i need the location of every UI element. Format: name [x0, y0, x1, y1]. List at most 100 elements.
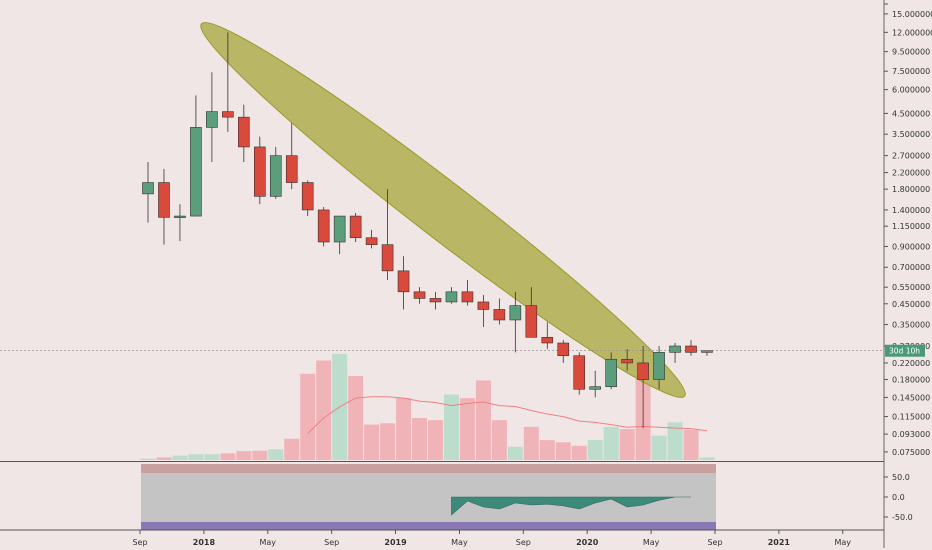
- candle-body: [206, 111, 218, 128]
- price-axis-label: 0.093000: [892, 430, 930, 439]
- price-axis-label: 12.000000: [892, 28, 932, 37]
- volume-bar: [491, 420, 507, 460]
- price-axis-label: 9.500000: [892, 48, 930, 57]
- price-axis-label: 0.220000: [892, 359, 930, 368]
- candle-body: [365, 237, 378, 245]
- volume-bar: [348, 375, 364, 460]
- price-axis-label: 0.550000: [892, 283, 930, 292]
- volume-bar: [316, 360, 332, 460]
- candle-body: [269, 155, 282, 197]
- oscillator-axis-label: 50.0: [892, 473, 910, 482]
- volume-bar: [412, 417, 428, 460]
- candle-body: [381, 244, 394, 272]
- oscillator-axis-label: 0.0: [892, 493, 905, 502]
- volume-bar: [587, 440, 603, 460]
- candle-body: [557, 342, 570, 357]
- candle-body: [525, 305, 538, 338]
- candle-body: [493, 309, 506, 321]
- candle-body: [653, 352, 665, 380]
- price-axis-label: 0.115000: [892, 413, 930, 422]
- candle-body: [158, 182, 170, 218]
- volume-bar: [236, 451, 252, 460]
- volume-bar: [156, 457, 172, 460]
- candle-body: [445, 291, 458, 303]
- time-axis-label: 2018: [193, 538, 216, 547]
- candle-body: [701, 350, 713, 353]
- candle-body: [429, 298, 442, 303]
- volume-ma-line: [307, 396, 708, 434]
- volume-bar: [284, 438, 300, 460]
- volume-bar: [427, 420, 443, 460]
- oscillator-axis-label: -50.0: [892, 513, 913, 522]
- oscillator-area: [451, 496, 692, 516]
- time-axis-label: Sep: [324, 538, 339, 547]
- volume-bar: [539, 440, 555, 460]
- candle-body: [541, 336, 554, 344]
- volume-bar: [300, 373, 316, 460]
- candle-body: [349, 215, 362, 239]
- price-axis-label: 1.150000: [892, 222, 930, 231]
- time-axis-label: May: [260, 538, 277, 547]
- price-axis-label: 15.000000: [892, 10, 932, 19]
- time-axis-label: May: [643, 538, 660, 547]
- time-axis-label: May: [451, 538, 468, 547]
- volume-bar: [380, 423, 396, 460]
- volume-bar: [619, 429, 635, 460]
- candle-body: [222, 111, 234, 118]
- candle-body: [637, 362, 649, 380]
- candle-body: [190, 127, 202, 217]
- volume-bar: [651, 435, 667, 460]
- candle-body: [397, 270, 410, 293]
- oscillator-top-band: [141, 464, 716, 473]
- volume-bar: [172, 455, 188, 460]
- price-axis-label: 0.700000: [892, 263, 930, 272]
- volume-bar: [220, 453, 236, 460]
- volume-bar: [252, 450, 268, 460]
- candle-body: [142, 182, 154, 195]
- price-axis-label: 1.800000: [892, 185, 930, 194]
- volume-bar: [683, 429, 699, 460]
- candle-body: [238, 116, 250, 148]
- candle-body: [589, 386, 602, 390]
- time-axis-label: Sep: [132, 538, 147, 547]
- volume-bar: [140, 458, 156, 460]
- volume-bar: [475, 380, 491, 460]
- price-tag-label: 30d 10h: [889, 347, 920, 356]
- oscillator-bottom-band: [141, 522, 716, 530]
- volume-bar: [667, 422, 683, 460]
- price-axis-label: 1.400000: [892, 206, 930, 215]
- candle-body: [509, 305, 522, 321]
- price-axis-label: 6.000000: [892, 86, 930, 95]
- candle-body: [285, 155, 298, 183]
- time-axis-label: 2020: [576, 538, 599, 547]
- volume-bar: [571, 445, 587, 460]
- price-axis-label: 0.450000: [892, 300, 930, 309]
- candle-body: [669, 345, 681, 353]
- price-axis-label: 3.500000: [892, 130, 930, 139]
- time-axis-label: May: [834, 538, 851, 547]
- candle-body: [254, 146, 266, 197]
- volume-bar: [555, 442, 571, 460]
- price-axis-label: 0.145000: [892, 393, 930, 402]
- candle-body: [174, 215, 186, 218]
- candle-body: [461, 291, 474, 303]
- volume-bar: [507, 446, 523, 460]
- price-axis-label: 2.200000: [892, 169, 930, 178]
- price-axis-label: 0.180000: [892, 376, 930, 385]
- candle-body: [621, 358, 633, 364]
- candle-body: [413, 291, 426, 299]
- time-axis-label: 2021: [768, 538, 791, 547]
- volume-bar: [204, 454, 220, 460]
- price-axis-label: 7.500000: [892, 67, 930, 76]
- price-axis-label: 2.700000: [892, 152, 930, 161]
- volume-bar: [699, 457, 715, 460]
- candle-body: [333, 215, 346, 243]
- price-axis-label: 0.350000: [892, 321, 930, 330]
- price-axis-label: 4.500000: [892, 109, 930, 118]
- price-axis-label: 0.900000: [892, 242, 930, 251]
- volume-bar: [603, 426, 619, 460]
- volume-bar: [364, 424, 380, 460]
- volume-bar: [268, 449, 284, 460]
- ellipse-annotation: [200, 22, 686, 398]
